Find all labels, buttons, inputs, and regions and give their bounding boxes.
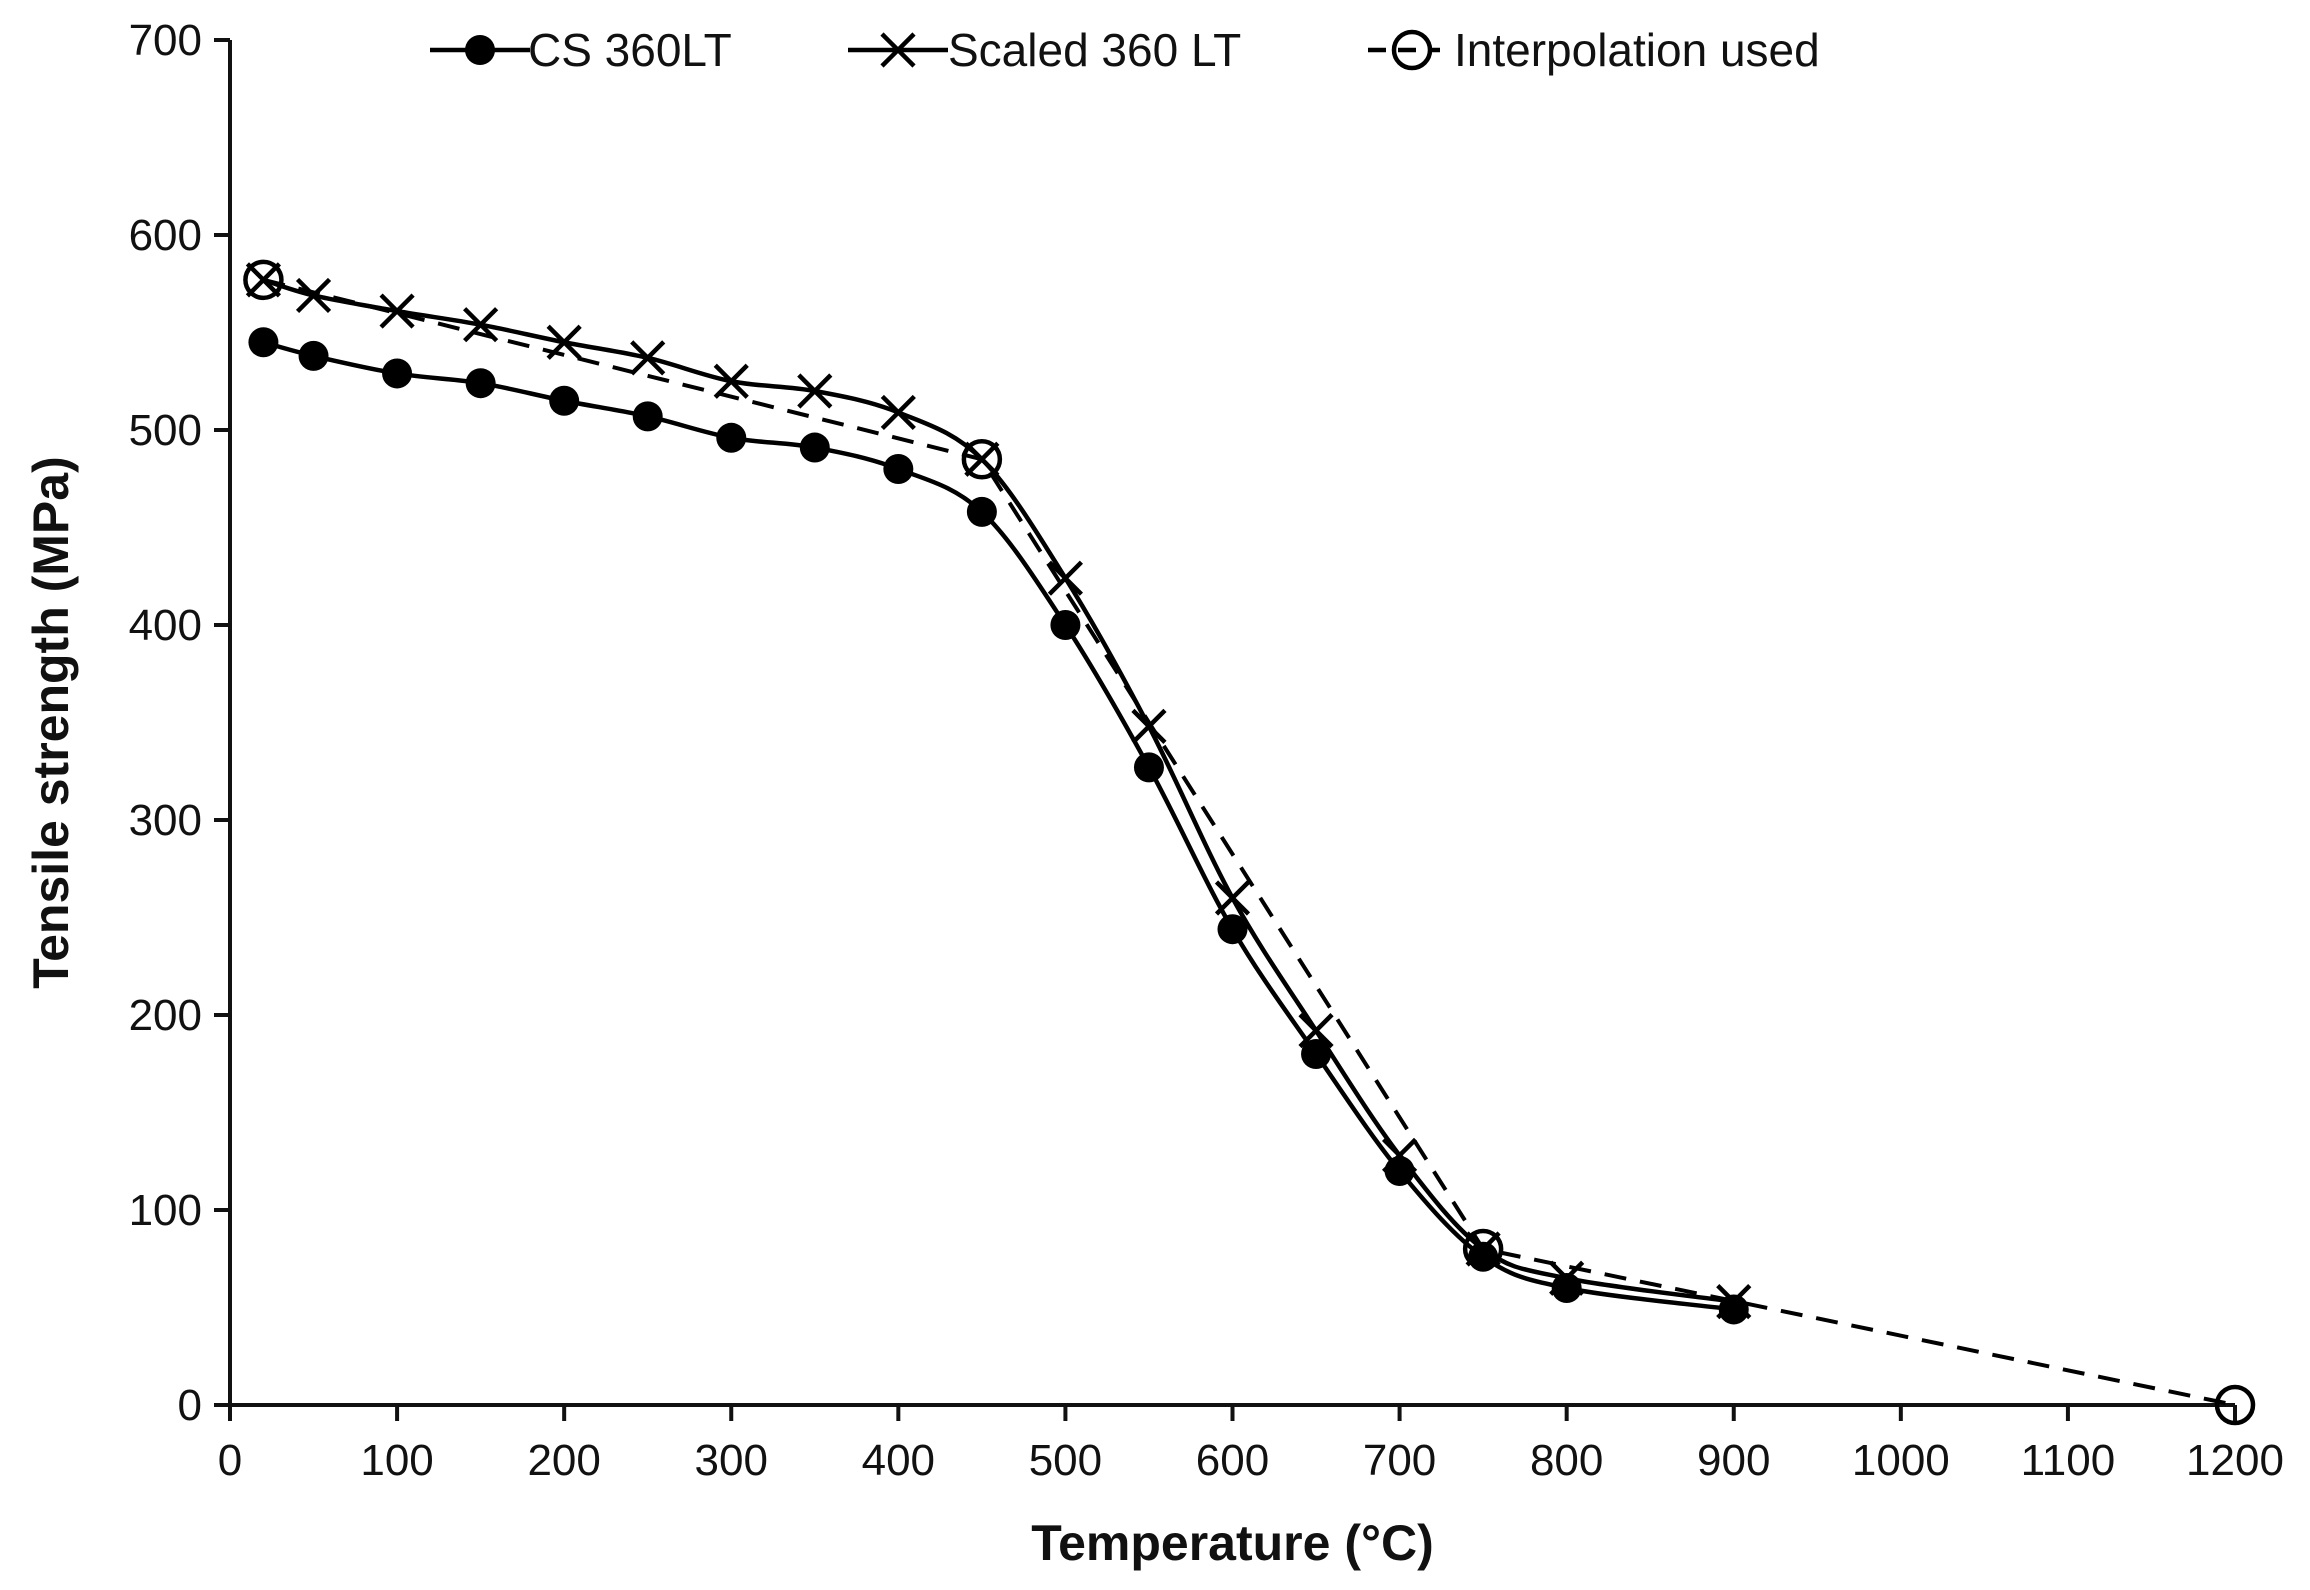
legend-marker-scaled-360-lt [880,32,916,68]
x-axis-title: Temperature (°C) [1031,1515,1433,1571]
data-point-cs-360lt [883,454,914,484]
data-point-scaled-360-lt [1381,1137,1418,1173]
data-point-interpolation-used [1462,1228,1504,1270]
x-tick-label: 1000 [1852,1436,1950,1485]
series-line-interpolation-used [262,277,2236,1407]
data-point-cs-360lt [382,358,413,389]
y-tick-label: 500 [129,406,202,455]
data-point-scaled-360-lt-stroke-b [713,363,749,399]
x-tick-label: 0 [218,1436,242,1485]
data-point-scaled-360-lt [1716,1284,1752,1320]
data-point-scaled-360-lt [713,363,749,399]
x-tick-label: 300 [695,1436,768,1485]
x-tick-label: 600 [1196,1436,1269,1485]
legend-item-interpolation-used: Interpolation used [1368,24,1820,76]
legend-label-interpolation-used: Interpolation used [1454,24,1820,76]
data-point-scaled-360-lt [1298,1013,1334,1049]
data-point-scaled-360-lt [379,293,415,329]
x-tick-label: 1100 [2021,1436,2116,1485]
x-tick-label: 700 [1363,1436,1436,1485]
legend-label-scaled-360-lt: Scaled 360 LT [948,24,1241,76]
data-point-scaled-360-lt-stroke-b [463,307,499,343]
data-point-cs-360lt [248,327,279,358]
data-point-scaled-360-lt-stroke-b [797,373,833,409]
data-point-cs-360lt [1217,914,1248,945]
legend: CS 360LT Scaled 360 LT Interpolation use… [430,24,1820,76]
legend-label-cs-360lt: CS 360LT [528,24,732,76]
legend-marker-cs-360lt [465,35,495,65]
y-tick-label: 300 [129,796,202,845]
data-point-scaled-360-lt [797,373,833,409]
data-point-scaled-360-lt-stroke-b [1047,560,1084,596]
series-line-scaled-360-lt [262,277,1735,1304]
series-scaled-360-lt [245,262,1752,1320]
x-tick-label: 800 [1530,1436,1603,1485]
data-point-cs-360lt [298,340,329,371]
data-point-scaled-360-lt [630,340,666,376]
data-point-scaled-360-lt-stroke-b [630,340,666,376]
x-tick-label: 500 [1029,1436,1102,1485]
series-interpolation-used [243,259,2256,1426]
data-point-interpolation-used [2214,1384,2256,1426]
data-point-scaled-360-lt-stroke-b [379,293,415,329]
legend-swatch-interpolation-used [1368,29,1440,71]
data-point-cs-360lt [632,401,663,432]
x-tick-label: 200 [527,1436,600,1485]
data-point-scaled-360-lt-stroke-b [1298,1013,1334,1049]
y-tick-label: 0 [178,1381,202,1430]
data-point-scaled-360-lt-stroke-b [880,394,916,431]
data-point-scaled-360-lt-stroke-b [1131,708,1167,744]
legend-item-cs-360lt: CS 360LT [430,24,732,76]
y-ticks: 0 100 200 300 400 500 600 700 [129,16,230,1430]
data-point-interpolation-used [961,439,1003,480]
data-point-scaled-360-lt-stroke-b [295,277,332,314]
data-point-scaled-360-lt [1131,708,1167,744]
axes: 0 100 200 300 400 500 600 700 0 100 200 300 400 500 6… [129,16,2284,1485]
data-point-scaled-360-lt [1214,880,1251,916]
data-point-cs-360lt [1133,752,1164,783]
data-point-cs-360lt [799,432,830,463]
data-point-cs-360lt [966,496,997,527]
x-ticks: 0 100 200 300 400 500 600 700 800 900 1000 1100 1200 [218,1405,2284,1485]
y-axis-title: Tensile strength (MPa) [23,456,79,988]
legend-swatch-scaled-360-lt [848,32,948,68]
legend-marker-interpolation-used [1391,29,1433,71]
data-point-cs-360lt [1301,1039,1332,1069]
data-point-interpolation-used [243,259,284,301]
x-tick-label: 100 [360,1436,433,1485]
y-tick-label: 100 [129,1186,202,1235]
y-tick-label: 200 [129,991,202,1040]
y-tick-label: 600 [129,211,202,260]
data-point-scaled-360-lt [295,277,332,314]
x-tick-label: 900 [1697,1436,1770,1485]
data-point-scaled-360-lt [1047,560,1084,596]
legend-item-scaled-360-lt: Scaled 360 LT [848,24,1241,76]
data-point-scaled-360-lt-stroke-b [1381,1137,1418,1173]
y-tick-label: 700 [129,16,202,65]
data-point-cs-360lt [716,422,747,453]
x-tick-label: 400 [862,1436,935,1485]
legend-marker-scaled-360-lt-stroke-b [880,32,916,68]
series-layer [243,259,2256,1426]
data-point-cs-360lt [465,368,496,399]
data-point-scaled-360-lt [880,394,916,431]
data-point-cs-360lt [1050,610,1081,640]
legend-swatch-cs-360lt [430,35,530,65]
data-point-scaled-360-lt-stroke-b [1716,1284,1752,1320]
data-point-cs-360lt [549,385,580,416]
data-point-scaled-360-lt-stroke-b [1214,880,1251,916]
y-tick-label: 400 [129,601,202,650]
x-tick-label: 1200 [2186,1436,2284,1485]
